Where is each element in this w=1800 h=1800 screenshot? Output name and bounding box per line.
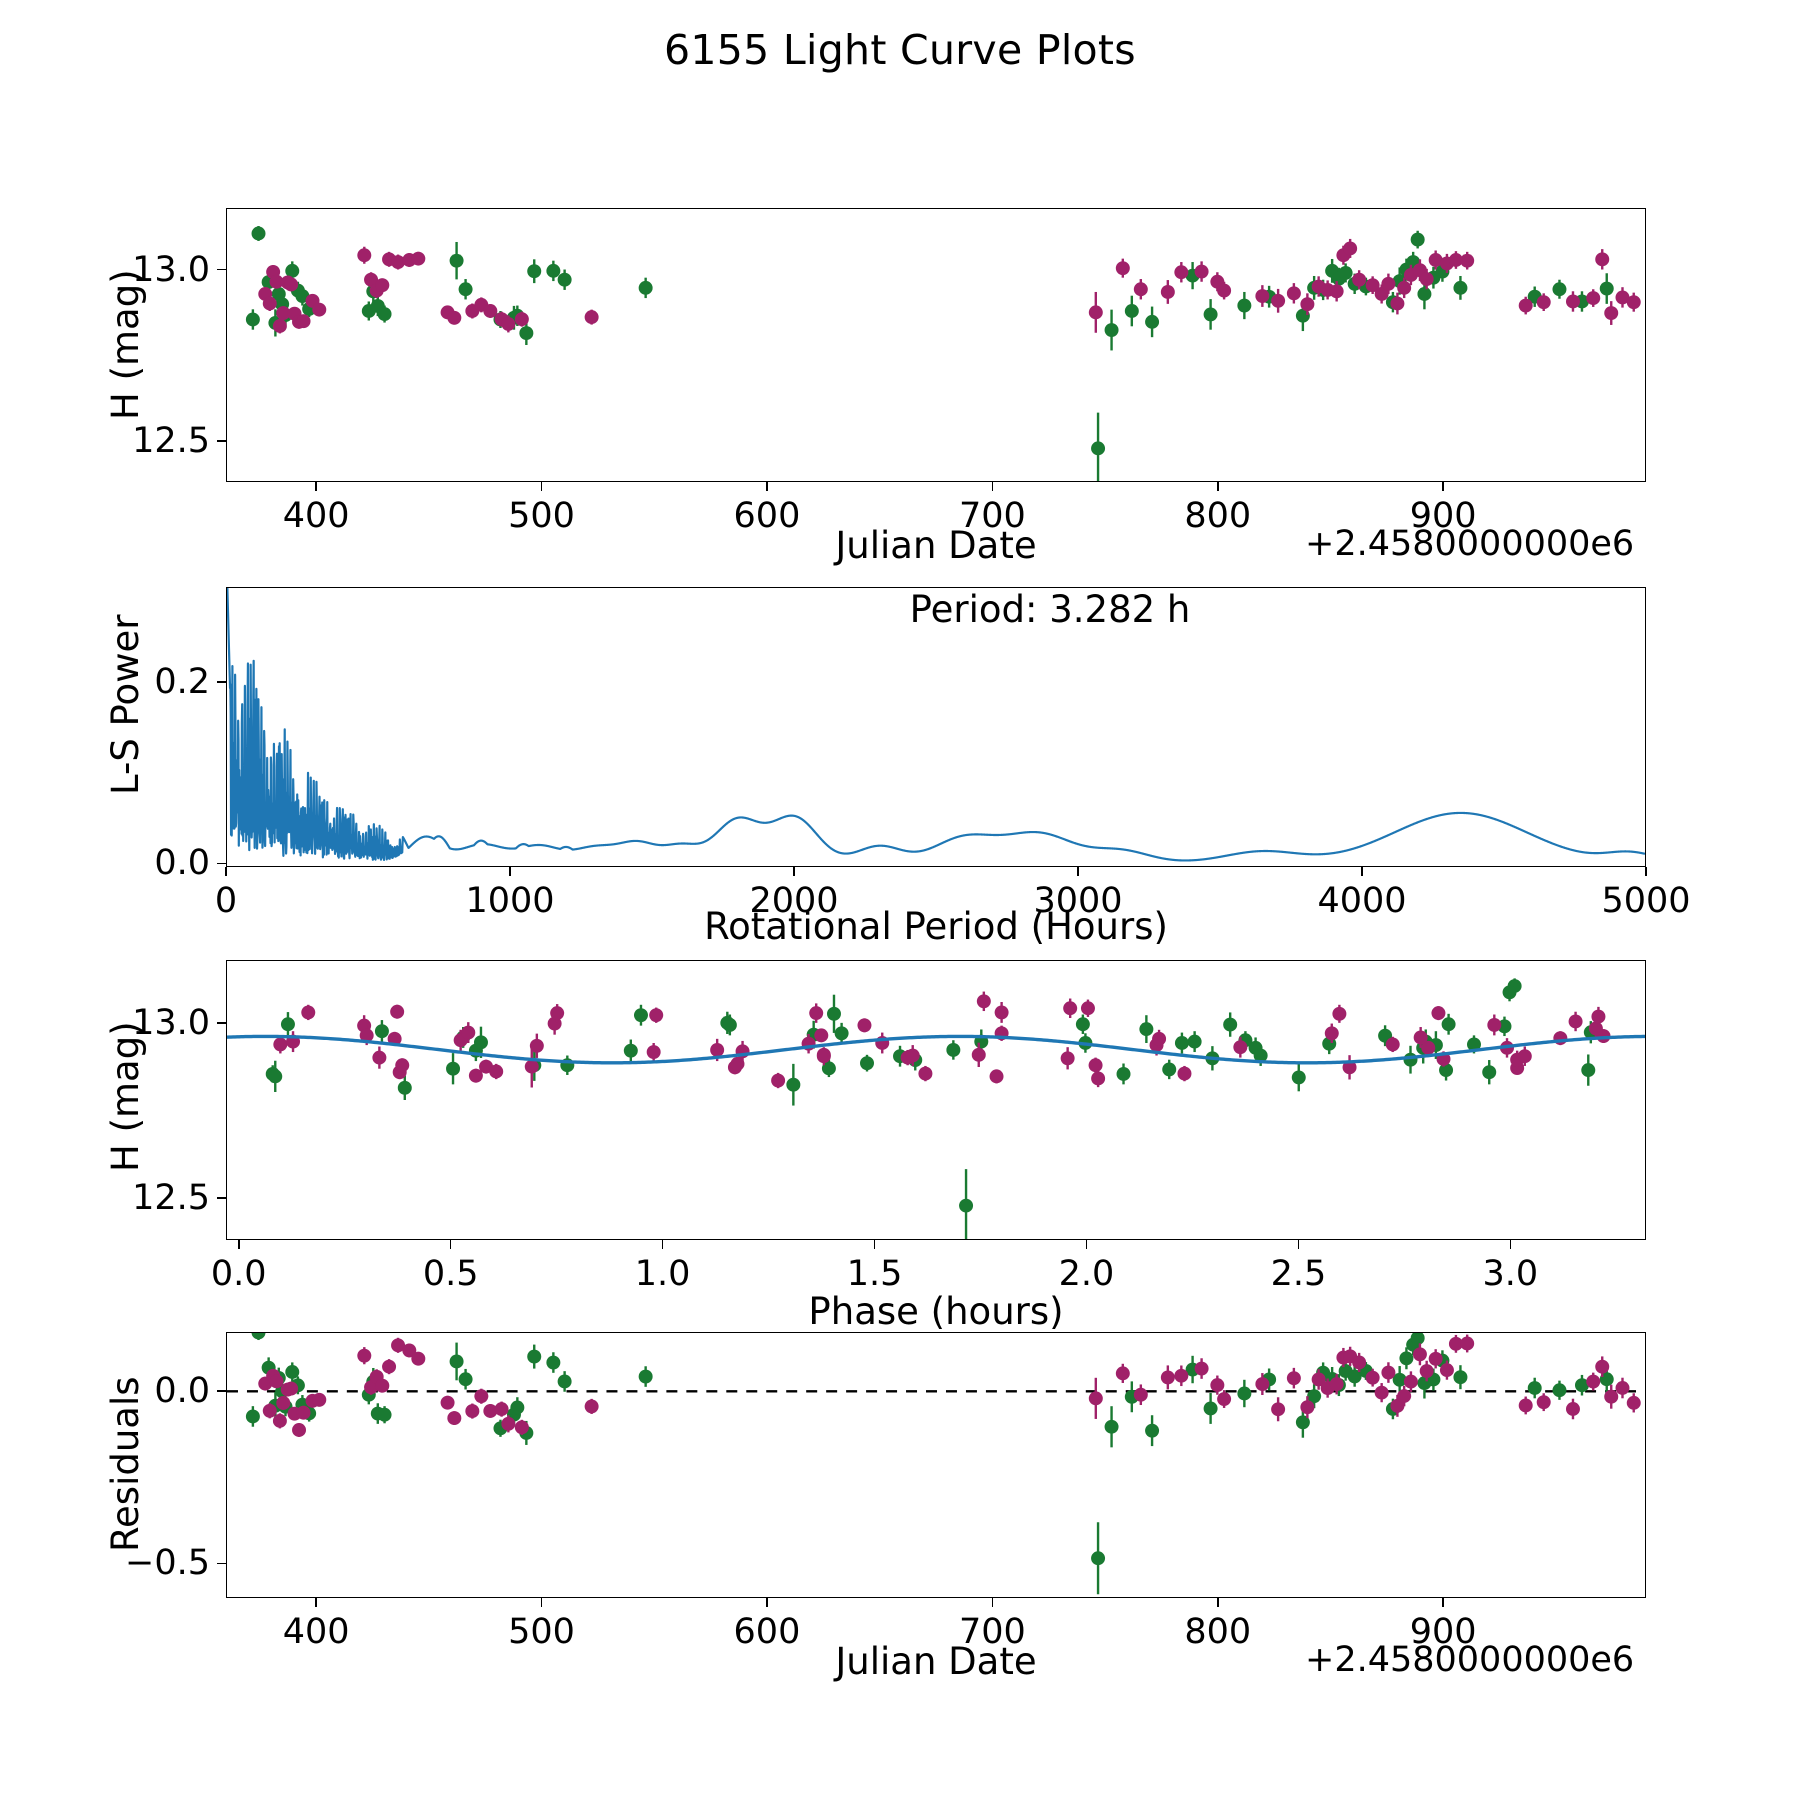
x-tick-label: 4000	[1317, 881, 1407, 921]
x-tick-mark	[237, 1240, 240, 1249]
x-tick-mark	[1216, 1598, 1219, 1607]
y-tick-label: 0.2	[154, 662, 210, 703]
x-tick-label: 0.0	[210, 1254, 267, 1294]
y-tick-mark	[217, 862, 226, 865]
y-tick-mark	[217, 1562, 226, 1565]
phase-folded-axes	[226, 960, 1646, 1240]
x-tick-label: 2.5	[1270, 1254, 1327, 1294]
y-tick-mark	[217, 681, 226, 683]
phase-folded-plot-area	[227, 978, 1645, 1239]
x-tick-label: 2000	[749, 881, 839, 921]
y-tick-mark	[217, 268, 226, 271]
x-tick-label: 800	[1184, 496, 1252, 536]
residuals-x-offset: +2.4580000000e6	[1305, 1640, 1635, 1680]
y-tick-label: 13.0	[132, 249, 210, 290]
x-tick-mark	[1361, 867, 1363, 876]
x-tick-mark	[225, 867, 227, 876]
phase-folded-xlabel: Phase (hours)	[808, 1290, 1064, 1333]
x-tick-mark	[1216, 482, 1219, 491]
x-tick-mark	[991, 482, 994, 491]
periodogram-xlabel: Rotational Period (Hours)	[704, 905, 1168, 948]
y-tick-label: 0.0	[154, 1370, 210, 1411]
x-tick-label: 1000	[465, 881, 555, 921]
x-tick-label: 600	[733, 496, 801, 536]
x-tick-mark	[1297, 1240, 1300, 1249]
x-tick-mark	[540, 482, 543, 491]
x-tick-label: 400	[282, 496, 350, 536]
periodogram-ylabel: L-S Power	[104, 614, 147, 795]
y-tick-mark	[217, 1389, 226, 1392]
phase-folded-ylabel: H (mag)	[104, 1021, 147, 1172]
y-tick-mark	[217, 1197, 226, 1199]
x-tick-label: 900	[1409, 1612, 1477, 1652]
x-tick-label: 2.0	[1058, 1254, 1115, 1294]
x-tick-label: 800	[1184, 1612, 1252, 1652]
periodogram-axes	[226, 587, 1646, 867]
residuals-axes	[226, 1332, 1646, 1598]
x-tick-label: 5000	[1601, 881, 1691, 921]
x-tick-mark	[766, 482, 768, 491]
x-tick-label: 0	[214, 881, 238, 921]
residuals-plot-area	[227, 1333, 1645, 1595]
x-tick-mark	[991, 1598, 994, 1607]
x-tick-mark	[1442, 1598, 1444, 1607]
lightcurve-axes	[226, 208, 1646, 482]
lightcurve-plot-area	[245, 226, 1641, 481]
period-annotation: Period: 3.282 h	[909, 588, 1191, 631]
x-tick-label: 600	[733, 1612, 801, 1652]
x-tick-label: 1.5	[846, 1254, 903, 1294]
y-tick-label: 12.5	[132, 420, 210, 461]
x-tick-label: 500	[508, 496, 575, 536]
page-title: 6155 Light Curve Plots	[664, 26, 1136, 74]
x-tick-mark	[1077, 867, 1079, 876]
x-tick-mark	[509, 867, 511, 876]
x-tick-label: 0.5	[422, 1254, 479, 1294]
x-tick-mark	[1442, 482, 1444, 491]
x-tick-mark	[793, 867, 795, 876]
lightcurve-ylabel: H (mag)	[104, 269, 147, 420]
x-tick-mark	[1645, 867, 1647, 876]
x-tick-mark	[873, 1240, 876, 1249]
residuals-xlabel: Julian Date	[835, 1640, 1037, 1683]
y-tick-label: 13.0	[132, 1003, 210, 1043]
x-tick-mark	[315, 1598, 317, 1607]
x-tick-label: 700	[958, 496, 1026, 536]
y-tick-mark	[217, 1022, 226, 1024]
x-tick-label: 500	[508, 1612, 575, 1652]
y-tick-label: 0.0	[154, 843, 210, 884]
x-tick-label: 1.0	[634, 1254, 691, 1294]
x-tick-mark	[449, 1240, 452, 1249]
x-tick-mark	[1509, 1240, 1512, 1249]
y-tick-label: −0.5	[125, 1543, 210, 1584]
x-tick-label: 3000	[1033, 881, 1123, 921]
x-tick-mark	[766, 1598, 768, 1607]
residuals-ylabel: Residuals	[104, 1376, 147, 1552]
lightcurve-x-offset: +2.4580000000e6	[1305, 524, 1635, 564]
periodogram-plot-area	[227, 588, 1645, 862]
x-tick-mark	[540, 1598, 543, 1607]
x-tick-mark	[315, 482, 317, 491]
x-tick-label: 700	[958, 1612, 1026, 1652]
x-tick-label: 400	[282, 1612, 350, 1652]
y-tick-label: 12.5	[132, 1178, 210, 1218]
x-tick-label: 3.0	[1482, 1254, 1539, 1294]
lightcurve-xlabel: Julian Date	[835, 524, 1037, 567]
x-tick-mark	[1085, 1240, 1088, 1249]
x-tick-mark	[661, 1240, 664, 1249]
x-tick-label: 900	[1409, 496, 1477, 536]
y-tick-mark	[217, 440, 226, 442]
